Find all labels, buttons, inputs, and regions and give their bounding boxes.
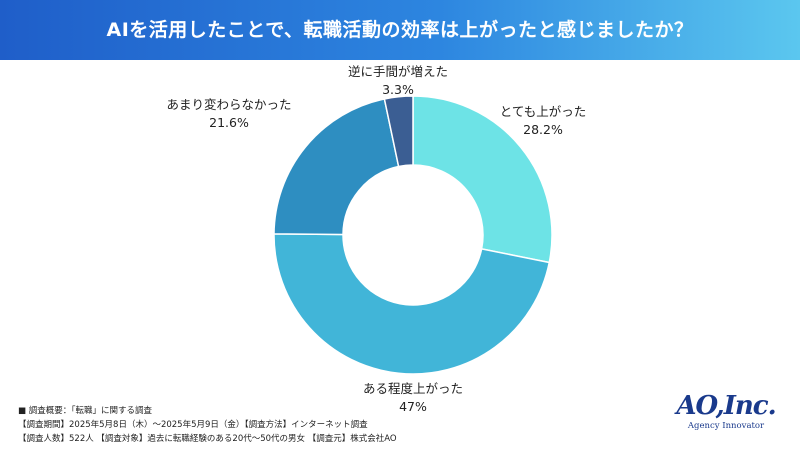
donut-slice	[273, 233, 551, 375]
slice-label: とても上がった	[500, 104, 587, 119]
slice-label: ある程度上がった	[363, 381, 463, 396]
logo-subtitle: Agency Innovator	[687, 421, 765, 431]
donut-slice	[412, 95, 553, 264]
logo-mark: AO,Inc.	[676, 391, 776, 421]
chart-labels: とても上がった 28.2% ある程度上がった 47% あまり変わらなかった 21.6% 逆に…	[166, 64, 586, 414]
slice-label: あまり変わらなかった	[166, 97, 291, 112]
footnote-line: 【調査期間】2025年5月8日（木）～2025年5月9日（金）【調査方法】インタ…	[18, 420, 368, 430]
footnote-line: ■ 調査概要：「転職」に関する調査	[18, 406, 152, 416]
footnote-line: 【調査人数】522人 【調査対象】過去に転職経験のある20代～50代の男女 【調…	[18, 434, 397, 444]
chart-slices	[273, 95, 553, 375]
company-logo: AO,Inc. Agency Innovator	[666, 392, 786, 440]
slice-label: 逆に手間が増えた	[348, 64, 448, 79]
slice-value-label: 28.2%	[523, 122, 563, 137]
slice-value-label: 3.3%	[382, 82, 414, 97]
donut-slice	[273, 98, 400, 236]
page-title: AIを活用したことで、転職活動の効率は上がったと感じましたか？	[106, 19, 694, 41]
donut-slice	[383, 95, 414, 168]
slice-value-label: 21.6%	[209, 115, 249, 130]
header-bar	[0, 0, 800, 60]
slice-value-label: 47%	[399, 399, 427, 414]
survey-footnotes: ■ 調査概要：「転職」に関する調査 【調査期間】2025年5月8日（木）～202…	[18, 404, 638, 446]
